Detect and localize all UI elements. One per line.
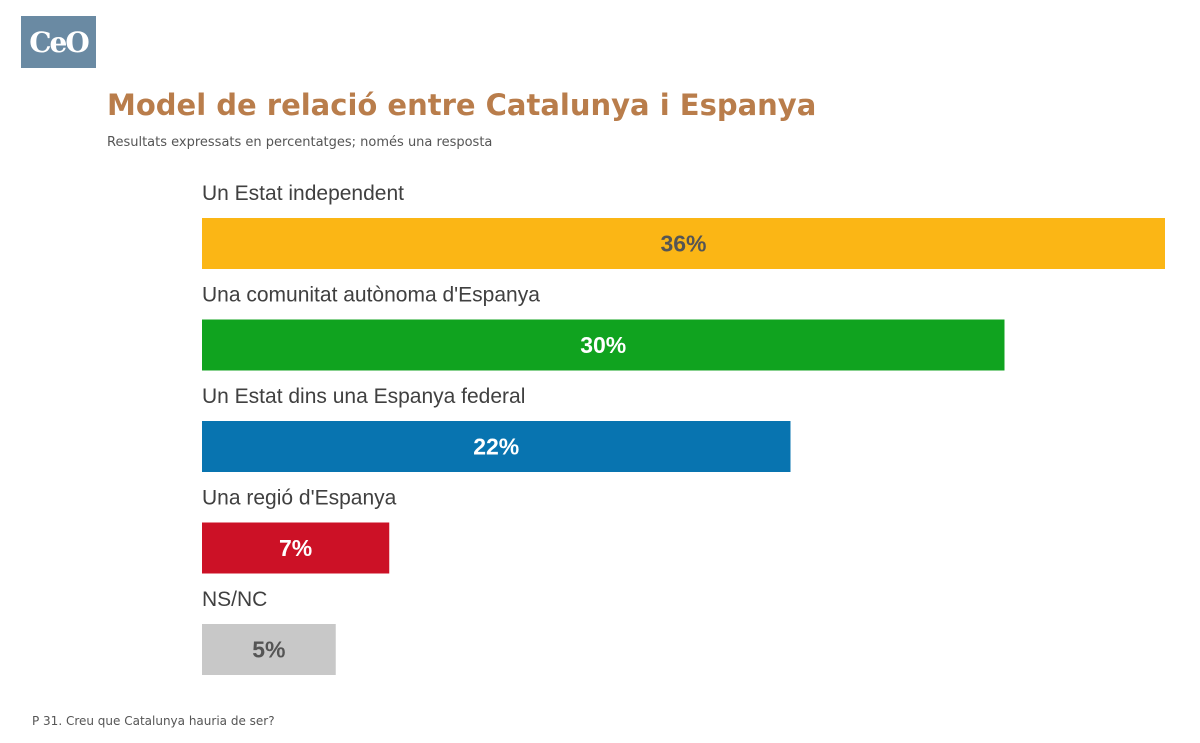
category-label: Una comunitat autònoma d'Espanya [202, 284, 540, 307]
value-label: 7% [279, 535, 312, 561]
chart-title: Model de relació entre Catalunya i Espan… [107, 88, 817, 122]
value-label: 30% [580, 332, 626, 358]
category-label: Una regió d'Espanya [202, 487, 397, 510]
chart-subtitle: Resultats expressats en percentatges; no… [107, 135, 493, 150]
bar [202, 218, 1165, 269]
category-label: Un Estat dins una Espanya federal [202, 385, 525, 408]
value-label: 5% [252, 637, 285, 663]
ceo-logo: CeO [21, 16, 96, 68]
value-label: 22% [473, 434, 519, 460]
question-footnote: P 31. Creu que Catalunya hauria de ser? [32, 714, 275, 728]
bar [202, 421, 791, 472]
bar [202, 319, 1005, 371]
bar [202, 522, 390, 574]
category-label: Un Estat independent [202, 182, 404, 205]
logo-text: CeO [29, 25, 90, 59]
value-label: 36% [660, 231, 706, 257]
bar [202, 624, 336, 675]
category-label: NS/NC [202, 588, 267, 611]
